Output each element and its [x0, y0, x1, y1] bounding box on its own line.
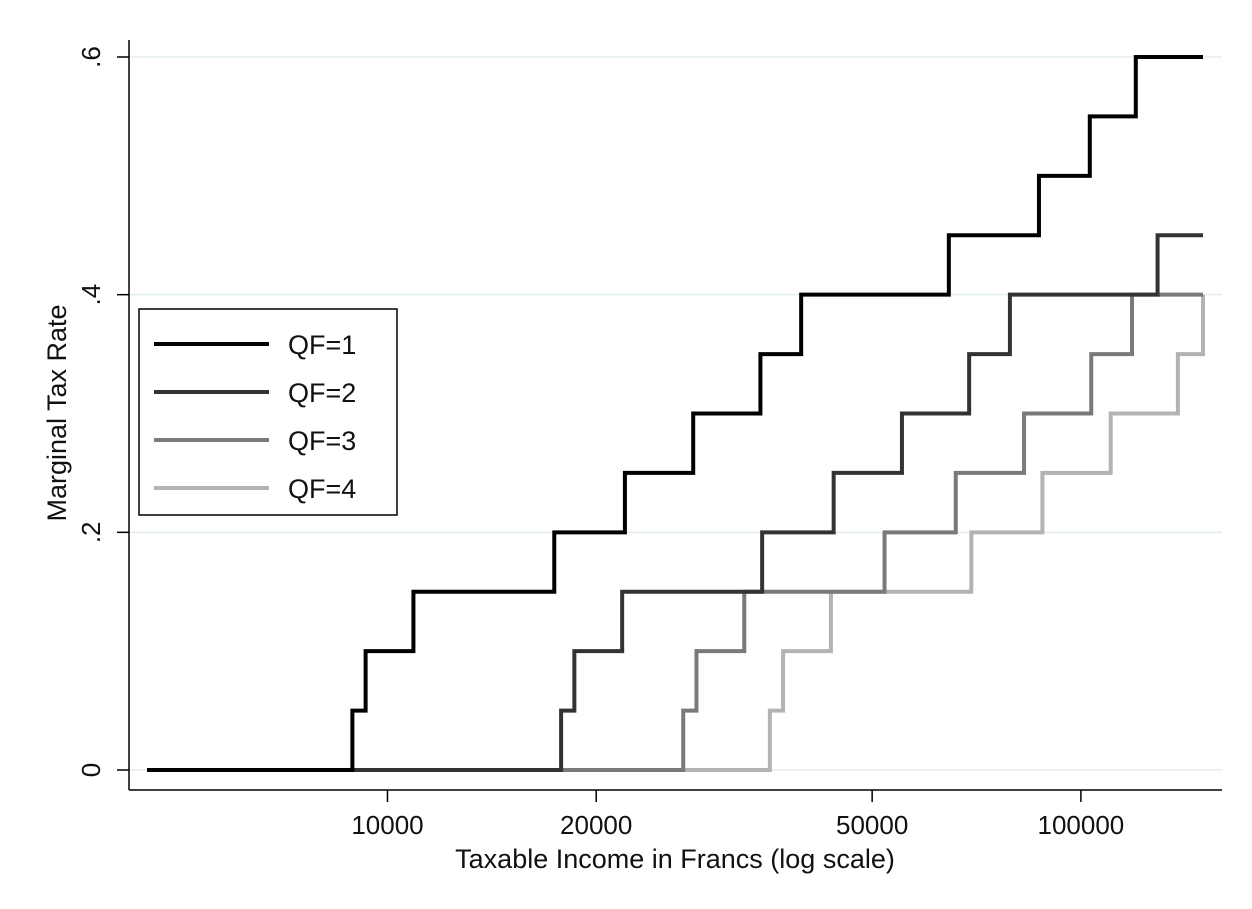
- legend-label-qf1: QF=1: [288, 330, 356, 360]
- x-tick-label-0: 10000: [351, 810, 423, 840]
- series-line-qf1: [147, 55, 1203, 772]
- axes: [128, 40, 1222, 791]
- legend: QF=1 QF=2 QF=3 QF=4: [138, 308, 398, 516]
- y-tick-label-0: 0: [76, 763, 106, 777]
- legend-box: [138, 308, 398, 516]
- legend-label-qf2: QF=2: [288, 378, 356, 408]
- series-line-qf2: [147, 233, 1203, 772]
- ticks: 0 .2 .4 .6 10000 20000 50000 100000: [76, 46, 1124, 840]
- series-line-qf4: [147, 294, 1205, 772]
- y-tick-label-2: .4: [76, 284, 106, 306]
- series-group: [147, 55, 1205, 772]
- x-tick-label-3: 100000: [1038, 810, 1125, 840]
- y-tick-label-3: .6: [76, 46, 106, 68]
- legend-label-qf3: QF=3: [288, 426, 356, 456]
- series-line-qf3: [147, 292, 1203, 772]
- x-tick-label-1: 20000: [560, 810, 632, 840]
- y-axis-title: Marginal Tax Rate: [42, 304, 72, 521]
- legend-label-qf4: QF=4: [288, 474, 356, 504]
- y-tick-label-1: .2: [76, 521, 106, 543]
- x-axis-title: Taxable Income in Francs (log scale): [455, 844, 895, 874]
- x-tick-label-2: 50000: [836, 810, 908, 840]
